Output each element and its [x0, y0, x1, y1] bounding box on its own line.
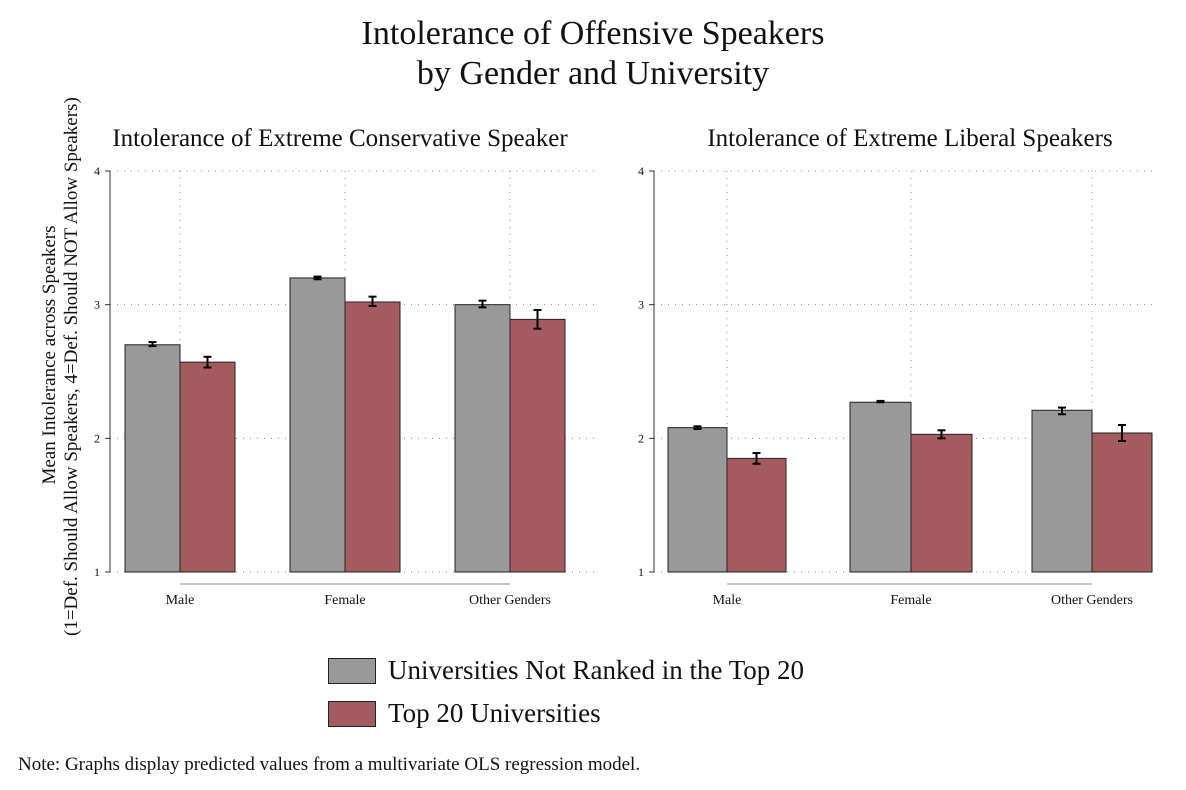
figure-title-line-2: by Gender and University: [416, 55, 770, 92]
figure-title-line-1: Intolerance of Offensive Speakers: [361, 15, 825, 52]
x-tick-label-conservative-1: Female: [324, 593, 365, 608]
bar-conservative-top20-2: [509, 318, 566, 573]
panel-title-conservative: Intolerance of Extreme Conservative Spea…: [112, 125, 568, 152]
legend-swatch-top20: [328, 700, 376, 727]
y-tick-label-liberal-3: 3: [638, 298, 644, 312]
y-tick-label-conservative-3: 3: [94, 298, 100, 312]
x-tick-label-liberal-1: Female: [890, 593, 931, 608]
x-tick-label-liberal-2: Other Genders: [1051, 593, 1133, 608]
bar-liberal-not-top20-1: [849, 401, 912, 573]
figure-note: Note: Graphs display predicted values fr…: [18, 754, 641, 775]
bar-liberal-not-top20-2: [1031, 409, 1093, 573]
legend-item-top20: Top 20 Universities: [328, 698, 601, 729]
charts-canvas: Intolerance of Extreme Conservative Spea…: [94, 125, 1156, 608]
x-tick-label-conservative-2: Other Genders: [469, 593, 551, 608]
bar-conservative-not-top20-1: [289, 277, 346, 573]
bar-liberal-top20-2: [1091, 432, 1153, 573]
bar-conservative-top20-1: [344, 301, 401, 573]
y-tick-label-conservative-2: 2: [94, 431, 100, 445]
panel-title-liberal: Intolerance of Extreme Liberal Speakers: [707, 125, 1112, 152]
legend-label-top20: Top 20 Universities: [388, 698, 601, 728]
legend-swatch-not-top20: [328, 657, 376, 684]
y-tick-label-conservative-4: 4: [94, 164, 100, 178]
bar-conservative-not-top20-2: [454, 304, 511, 573]
y-tick-label-liberal-4: 4: [638, 164, 644, 178]
legend-item-not-top20: Universities Not Ranked in the Top 20: [328, 655, 804, 686]
x-tick-label-conservative-0: Male: [166, 593, 195, 608]
bar-liberal-not-top20-0: [667, 427, 728, 573]
y-tick-label-conservative-1: 1: [94, 565, 100, 579]
y-tick-label-liberal-2: 2: [638, 431, 644, 445]
bar-conservative-top20-0: [179, 361, 236, 573]
x-tick-label-liberal-0: Male: [713, 593, 742, 608]
bar-liberal-top20-1: [910, 433, 973, 573]
bar-liberal-top20-0: [726, 457, 787, 573]
bar-conservative-not-top20-0: [124, 344, 181, 573]
y-tick-label-liberal-1: 1: [638, 565, 644, 579]
legend-label-not-top20: Universities Not Ranked in the Top 20: [388, 655, 805, 685]
